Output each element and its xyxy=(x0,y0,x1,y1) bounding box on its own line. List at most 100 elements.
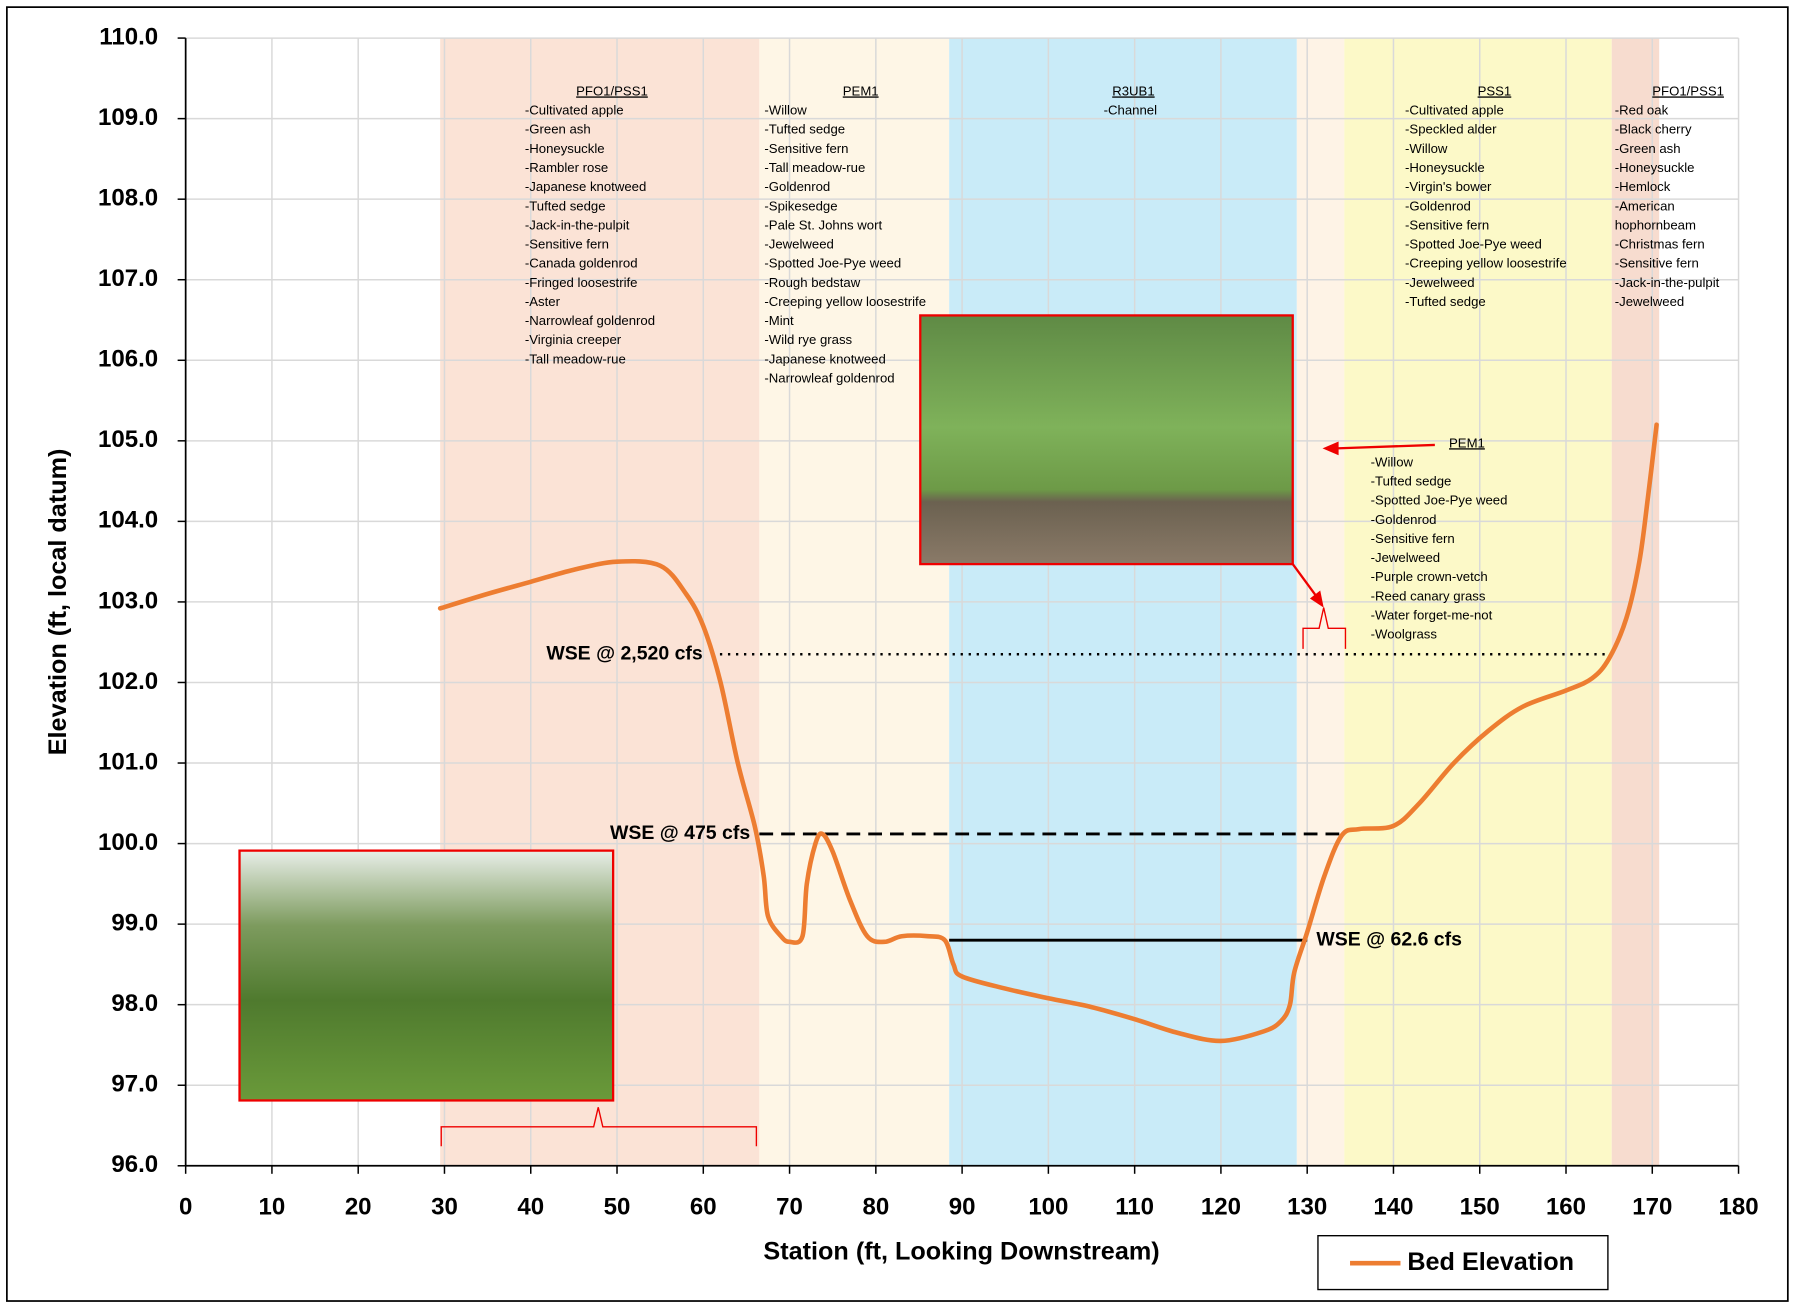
zone-item: -Canada goldenrod xyxy=(525,256,638,271)
zone-item: -Willow xyxy=(1405,141,1448,156)
y-tick-label: 109.0 xyxy=(98,104,158,131)
zone-item: -Jewelweed xyxy=(1371,550,1440,565)
zone-item: -Tufted sedge xyxy=(764,122,845,137)
zone-item: -Sensitive fern xyxy=(1615,256,1699,271)
y-tick-label: 107.0 xyxy=(98,265,158,292)
x-tick-label: 40 xyxy=(517,1194,544,1221)
zone-item: -Spotted Joe-Pye weed xyxy=(1371,493,1508,508)
zone-item: -Green ash xyxy=(1615,141,1681,156)
zone-item: hophornbeam xyxy=(1615,217,1696,232)
y-tick-label: 105.0 xyxy=(98,426,158,453)
zone-item: -Goldenrod xyxy=(1371,512,1437,527)
water-level-label: WSE @ 62.6 cfs xyxy=(1316,928,1462,950)
zone-heading: PFO1/PSS1 xyxy=(576,83,648,98)
zone-item: -Honeysuckle xyxy=(525,141,605,156)
bracket xyxy=(440,1107,758,1147)
water-levels: WSE @ 2,520 cfs WSE @ 475 cfs WSE @ 62.6 c… xyxy=(546,642,1610,950)
zone-item: -Virgin's bower xyxy=(1405,179,1492,194)
x-axis-title: Station (ft, Looking Downstream) xyxy=(763,1238,1159,1266)
axes: 0 10 20 30 40 50 60 70 80 90 100 110 120 130 140 150 160… xyxy=(98,23,1759,1220)
x-tick-label: 100 xyxy=(1028,1194,1068,1221)
arrow xyxy=(1291,563,1319,600)
zone-labels: PFO1/PSS1 -Cultivated apple -Green ash -Hon… xyxy=(525,83,1724,641)
zone-item: -Cultivated apple xyxy=(525,103,624,118)
zone-heading: PFO1/PSS1 xyxy=(1652,83,1724,98)
zone-item: -Cultivated apple xyxy=(1405,103,1504,118)
zone-item: -Black cherry xyxy=(1615,122,1692,137)
zone-item: -Jack-in-the-pulpit xyxy=(1615,275,1720,290)
legend: Bed Elevation xyxy=(1317,1235,1609,1291)
zone-item: -Goldenrod xyxy=(1405,198,1471,213)
zone-item: -Japanese knotweed xyxy=(764,351,885,366)
zone-item: -Honeysuckle xyxy=(1615,160,1695,175)
zone-item: -Willow xyxy=(764,103,807,118)
y-tick-label: 106.0 xyxy=(98,346,158,373)
zone-item: -Tufted sedge xyxy=(1371,474,1452,489)
x-tick-label: 80 xyxy=(862,1194,889,1221)
zone-item: -Mint xyxy=(764,313,794,328)
photo xyxy=(238,849,615,1102)
zone-item: -Tufted sedge xyxy=(525,198,606,213)
zone-item: -Honeysuckle xyxy=(1405,160,1485,175)
y-tick-label: 108.0 xyxy=(98,185,158,212)
frame xyxy=(6,6,1789,1302)
y-tick-label: 104.0 xyxy=(98,507,158,534)
zone-item: -Hemlock xyxy=(1615,179,1671,194)
zone-item: -Speckled alder xyxy=(1405,122,1497,137)
zone-item: -Woolgrass xyxy=(1371,627,1438,642)
zone-item: -Tall meadow-rue xyxy=(525,351,626,366)
series xyxy=(437,422,1659,1044)
x-tick-label: 170 xyxy=(1632,1194,1672,1221)
zone-item: -Red oak xyxy=(1615,103,1669,118)
zone-item: -Japanese knotweed xyxy=(525,179,646,194)
zone-item: -Rambler rose xyxy=(525,160,608,175)
zone-item: -Sensitive fern xyxy=(1371,531,1455,546)
y-tick-label: 110.0 xyxy=(99,23,158,50)
x-tick-label: 180 xyxy=(1718,1194,1758,1221)
y-tick-label: 97.0 xyxy=(111,1071,158,1098)
x-tick-label: 50 xyxy=(604,1194,631,1221)
legend-label: Bed Elevation xyxy=(1407,1248,1574,1276)
zone-item: -Virginia creeper xyxy=(525,332,622,347)
arrow xyxy=(1336,443,1435,450)
x-tick-label: 160 xyxy=(1546,1194,1586,1221)
y-axis-title: Elevation (ft, local datum) xyxy=(44,449,72,756)
zone-item: -Rough bedstaw xyxy=(764,275,860,290)
y-tick-label: 102.0 xyxy=(98,668,158,695)
x-tick-label: 130 xyxy=(1287,1194,1327,1221)
water-level-label: WSE @ 2,520 cfs xyxy=(546,642,703,664)
x-tick-label: 60 xyxy=(690,1194,717,1221)
zone-item: -American xyxy=(1615,198,1675,213)
zone-item: -Jewelweed xyxy=(1405,275,1474,290)
zone-item: -Spotted Joe-Pye weed xyxy=(1405,237,1542,252)
x-tick-label: 110 xyxy=(1115,1194,1154,1221)
y-tick-label: 103.0 xyxy=(98,587,158,614)
arrow-head xyxy=(1309,590,1324,608)
y-tick-label: 96.0 xyxy=(111,1151,158,1178)
zone-item: -Channel xyxy=(1104,103,1157,118)
zone-item: -Reed canary grass xyxy=(1371,588,1486,603)
zone-item: -Tufted sedge xyxy=(1405,294,1486,309)
zone-item: -Aster xyxy=(525,294,561,309)
zone-heading: PSS1 xyxy=(1478,83,1512,98)
water-level-label: WSE @ 475 cfs xyxy=(610,822,750,844)
zone-item: -Spikesedge xyxy=(764,198,837,213)
zone-item: -Spotted Joe-Pye weed xyxy=(764,256,901,271)
zone-item: -Creeping yellow loosestrife xyxy=(764,294,926,309)
zone-heading: R3UB1 xyxy=(1112,83,1154,98)
zone-item: -Pale St. Johns wort xyxy=(764,217,882,232)
x-tick-label: 10 xyxy=(259,1194,286,1221)
x-tick-label: 90 xyxy=(949,1194,976,1221)
y-tick-label: 101.0 xyxy=(98,748,158,775)
zone-item: -Jewelweed xyxy=(1615,294,1684,309)
y-tick-label: 99.0 xyxy=(111,909,158,936)
zone-item: -Willow xyxy=(1371,454,1414,469)
zone-item: -Jewelweed xyxy=(764,237,833,252)
x-tick-label: 140 xyxy=(1373,1194,1413,1221)
zone-item: -Wild rye grass xyxy=(764,332,852,347)
zone-item: -Tall meadow-rue xyxy=(764,160,865,175)
y-tick-label: 98.0 xyxy=(111,990,158,1017)
y-tick-label: 100.0 xyxy=(98,829,158,856)
